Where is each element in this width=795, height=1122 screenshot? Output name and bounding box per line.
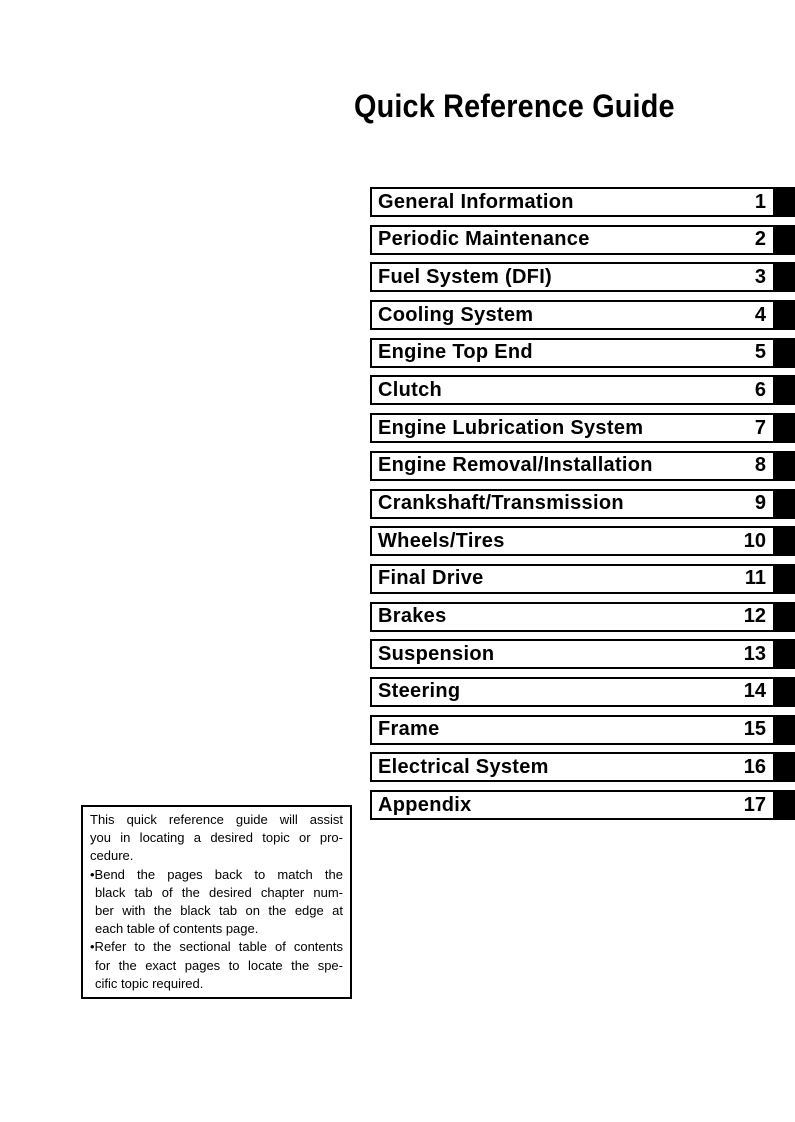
chapter-number: 14: [743, 680, 766, 703]
chapter-number: 3: [754, 265, 766, 288]
chapter-label: Appendix: [378, 793, 472, 816]
chapter-tab-marker: [775, 300, 795, 331]
chapter-box: Brakes 12: [370, 601, 775, 632]
chapter-list: General Information 1 Periodic Maintenan…: [370, 187, 795, 828]
note-line: cedure.: [90, 848, 134, 864]
chapter-number: 17: [743, 793, 766, 816]
chapter-label: Cooling System: [378, 303, 534, 326]
chapter-label: Periodic Maintenance: [378, 228, 590, 251]
page-title: Quick Reference Guide: [354, 88, 675, 124]
chapter-box: Fuel System (DFI) 3: [370, 262, 775, 293]
chapter-label: Crankshaft/Transmission: [378, 492, 624, 514]
chapter-box: Wheels/Tires 10: [370, 526, 775, 557]
chapter-row: Crankshaft/Transmission 9: [370, 488, 795, 519]
note-line: for the exact pages to locate the spe-: [95, 957, 343, 973]
chapter-number: 2: [754, 228, 766, 251]
chapter-label: Steering: [378, 680, 461, 703]
chapter-label: Electrical System: [378, 755, 549, 778]
chapter-row: Engine Top End 5: [370, 337, 795, 368]
chapter-label: Frame: [378, 718, 440, 741]
chapter-box: Suspension 13: [370, 639, 775, 670]
chapter-label: Fuel System (DFI): [378, 265, 553, 288]
chapter-tab-marker: [775, 450, 795, 481]
chapter-tab-marker: [775, 262, 795, 293]
chapter-box: Cooling System 4: [370, 300, 775, 331]
chapter-row: Electrical System 16: [370, 752, 795, 783]
chapter-tab-marker: [775, 676, 795, 707]
chapter-tab-marker: [775, 187, 795, 217]
chapter-box: Periodic Maintenance 2: [370, 224, 775, 255]
chapter-label: Engine Lubrication System: [378, 416, 644, 439]
chapter-number: 7: [754, 416, 766, 439]
chapter-tab-marker: [775, 601, 795, 632]
chapter-row: Brakes 12: [370, 601, 795, 632]
chapter-label: Suspension: [378, 642, 495, 665]
chapter-row: Engine Lubrication System 7: [370, 413, 795, 444]
note-line: ber with the black tab on the edge at: [95, 903, 343, 919]
chapter-number: 10: [743, 529, 766, 552]
note-box: This quick reference guide will assist yo…: [81, 805, 352, 1000]
chapter-box: Engine Top End 5: [370, 337, 775, 368]
chapter-box: Final Drive 11: [370, 563, 775, 594]
chapter-box: Engine Removal/Installation 8: [370, 450, 775, 481]
chapter-row: Engine Removal/Installation 8: [370, 450, 795, 481]
chapter-row: Steering 14: [370, 676, 795, 707]
chapter-row: Final Drive 11: [370, 563, 795, 594]
chapter-row: Clutch 6: [370, 375, 795, 406]
chapter-label: Wheels/Tires: [378, 529, 505, 552]
chapter-label: Engine Removal/Installation: [378, 454, 653, 477]
chapter-number: 16: [743, 755, 766, 778]
chapter-row: General Information 1: [370, 187, 795, 217]
chapter-label: Brakes: [378, 605, 447, 628]
chapter-row: Appendix 17: [370, 790, 795, 820]
note-line: •Refer to the sectional table of content…: [90, 939, 343, 955]
chapter-box: Steering 14: [370, 676, 775, 707]
chapter-tab-marker: [775, 526, 795, 557]
chapter-row: Cooling System 4: [370, 300, 795, 331]
note-line: •Bend the pages back to match the: [90, 866, 343, 882]
note-line: This quick reference guide will assist: [90, 812, 343, 827]
chapter-tab-marker: [775, 337, 795, 368]
chapter-number: 15: [743, 718, 766, 741]
note-line: cific topic required.: [95, 975, 204, 991]
chapter-tab-marker: [775, 488, 795, 519]
chapter-row: Frame 15: [370, 714, 795, 745]
chapter-tab-marker: [775, 790, 795, 820]
chapter-tab-marker: [775, 563, 795, 594]
chapter-row: Suspension 13: [370, 639, 795, 670]
chapter-number: 5: [754, 341, 766, 364]
chapter-tab-marker: [775, 413, 795, 444]
chapter-label: Final Drive: [378, 567, 484, 590]
chapter-number: 12: [743, 605, 766, 628]
chapter-number: 9: [754, 492, 766, 514]
chapter-box: General Information 1: [370, 187, 775, 217]
chapter-label: Engine Top End: [378, 341, 533, 364]
note-line: black tab of the desired chapter num-: [95, 884, 343, 900]
chapter-box: Frame 15: [370, 714, 775, 745]
chapter-number: 13: [743, 642, 766, 665]
chapter-tab-marker: [775, 639, 795, 670]
chapter-box: Clutch 6: [370, 375, 775, 406]
chapter-number: 6: [754, 378, 766, 401]
chapter-number: 4: [754, 303, 766, 326]
note-line: you in locating a desired topic or pro-: [90, 830, 343, 846]
chapter-label: General Information: [378, 190, 574, 213]
chapter-box: Crankshaft/Transmission 9: [370, 488, 775, 519]
chapter-box: Engine Lubrication System 7: [370, 413, 775, 444]
chapter-box: Electrical System 16: [370, 752, 775, 783]
chapter-number: 8: [754, 454, 766, 477]
chapter-tab-marker: [775, 714, 795, 745]
chapter-number: 11: [744, 567, 766, 590]
chapter-tab-marker: [775, 224, 795, 255]
chapter-row: Periodic Maintenance 2: [370, 224, 795, 255]
chapter-number: 1: [754, 190, 766, 213]
chapter-box: Appendix 17: [370, 790, 775, 820]
chapter-row: Wheels/Tires 10: [370, 526, 795, 557]
chapter-tab-marker: [775, 375, 795, 406]
note-line: each table of contents page.: [95, 921, 259, 937]
chapter-tab-marker: [775, 752, 795, 783]
chapter-row: Fuel System (DFI) 3: [370, 262, 795, 293]
chapter-label: Clutch: [378, 378, 443, 401]
